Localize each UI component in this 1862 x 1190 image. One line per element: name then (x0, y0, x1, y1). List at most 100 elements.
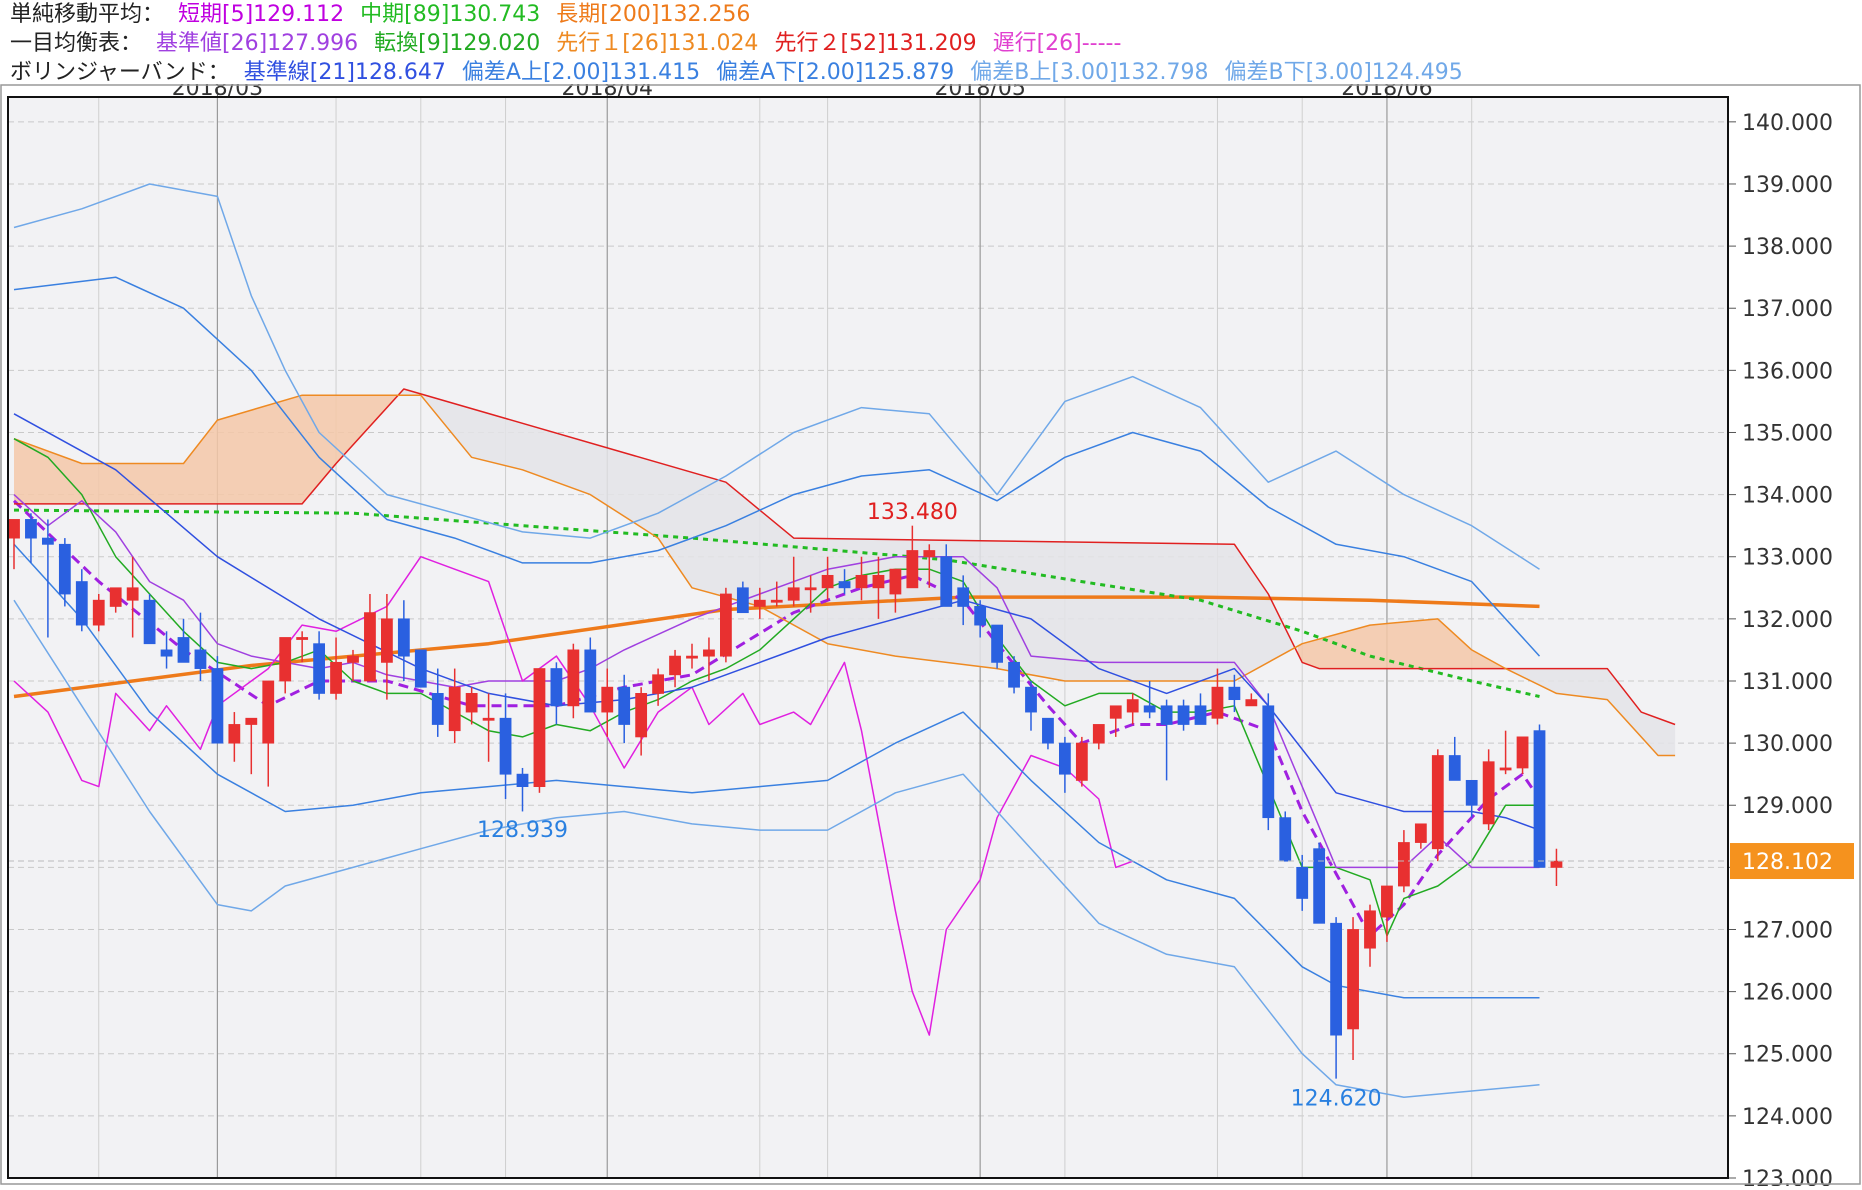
legend-item: 偏差B下[3.00]124.495 (1224, 60, 1463, 85)
candle-body (618, 686, 631, 725)
candle-body (635, 693, 648, 738)
candle-body (431, 693, 444, 725)
legend-item: 偏差A上[2.00]131.415 (461, 60, 701, 85)
candle-body (787, 587, 800, 601)
candle-body (1177, 705, 1190, 725)
current-price-label: 128.102 (1742, 850, 1833, 875)
candle-body (1042, 717, 1054, 744)
price-annotation: 133.480 (867, 500, 958, 525)
y-tick-label: 131.000 (1742, 670, 1833, 695)
legend-item: 基準値[26]127.996 (156, 31, 359, 56)
candle-body (1262, 705, 1275, 819)
candle-body (1431, 755, 1444, 850)
candle-body (804, 587, 817, 591)
candle-body (58, 543, 71, 595)
candle-body (838, 581, 851, 589)
candle-body (211, 668, 224, 744)
y-tick-label: 137.000 (1742, 297, 1833, 322)
legend-heading: 単純移動平均： (10, 2, 165, 27)
candle-body (92, 599, 105, 626)
candle-body (109, 587, 122, 607)
candle-body (686, 655, 698, 659)
candle-body (25, 519, 37, 539)
x-tick-label: 2018/03 (172, 84, 263, 101)
candle-body (1160, 705, 1173, 725)
candle-body (1448, 755, 1461, 781)
x-tick-label: 2018/05 (934, 84, 1025, 101)
candle-body (1533, 730, 1546, 868)
y-tick-label: 123.000 (1742, 1167, 1833, 1186)
y-tick-label: 139.000 (1742, 173, 1833, 198)
candle-body (347, 655, 359, 663)
candle-body (1075, 742, 1088, 781)
candle-body (465, 693, 478, 713)
current-price-badge (1730, 843, 1854, 880)
legend-item: 中期[89]130.743 (360, 2, 541, 27)
candle-body (736, 587, 749, 614)
candle-body (313, 643, 326, 694)
candle-body (770, 599, 783, 603)
chart-area: 123.000124.000125.000126.000127.000128.0… (0, 76, 1862, 1190)
y-tick-label: 132.000 (1742, 608, 1833, 633)
candle-body (1516, 736, 1529, 769)
candle-body (703, 649, 715, 657)
price-annotation: 128.939 (477, 818, 568, 843)
y-tick-label: 125.000 (1742, 1043, 1833, 1068)
legend-item: 転換[9]129.020 (374, 31, 541, 56)
candle-body (380, 618, 393, 663)
candle-body (262, 680, 275, 744)
y-tick-label: 124.000 (1742, 1105, 1833, 1130)
candle-body (1194, 705, 1207, 725)
y-tick-label: 140.000 (1742, 111, 1833, 136)
candle-body (753, 599, 766, 607)
ichimoku-cloud (399, 388, 1298, 681)
x-tick-label: 2018/04 (562, 84, 653, 101)
candle-body (1109, 705, 1122, 719)
candlestick-chart: 123.000124.000125.000126.000127.000128.0… (0, 76, 1861, 1190)
candle-body (652, 674, 664, 694)
candle-body (872, 574, 885, 589)
legend-row-ichimoku: 一目均衡表： 基準値[26]127.996 転換[9]129.020 先行１[26]1… (10, 29, 1850, 58)
candle-body (160, 649, 173, 657)
x-tick-label: 2018/06 (1341, 84, 1432, 101)
candle-body (1279, 817, 1292, 862)
ichimoku-cloud (14, 393, 400, 504)
legend-heading: ボリンジャーバンド： (10, 60, 230, 85)
legend-item: 先行２[52]131.209 (774, 31, 977, 56)
indicator-line (13, 183, 1540, 570)
candle-body (940, 556, 953, 607)
y-tick-label: 138.000 (1742, 235, 1833, 260)
candle-body (567, 649, 580, 707)
candle-body (720, 593, 732, 657)
candle-body (889, 568, 902, 595)
candle-body (397, 618, 410, 657)
legend-item: 長期[200]132.256 (556, 2, 751, 27)
candle-body (516, 773, 529, 788)
candle-body (1059, 742, 1071, 775)
candle-body (1364, 910, 1376, 949)
y-tick-label: 129.000 (1742, 794, 1833, 819)
outer-frame (0, 84, 1861, 1185)
candle-body (414, 649, 427, 688)
candle-body (601, 686, 614, 713)
legend-item: 遅行[26]----- (992, 31, 1122, 56)
candle-body (177, 637, 190, 663)
candle-body (1550, 860, 1563, 868)
candle-body (1126, 699, 1139, 713)
candle-body (279, 637, 292, 682)
plot-frame (7, 96, 1729, 1179)
legend-row-bollinger: ボリンジャーバンド： 基準線[21]128.647 偏差A上[2.00]131.41… (10, 58, 1850, 87)
candle-body (482, 717, 495, 721)
chart-legend: 単純移動平均： 短期[5]129.112 中期[89]130.743 長期[200]1… (10, 0, 1850, 87)
y-tick-label: 135.000 (1742, 421, 1833, 446)
price-annotation: 124.620 (1291, 1086, 1382, 1111)
legend-item: 先行１[26]131.024 (556, 31, 759, 56)
candle-body (1398, 842, 1410, 887)
candle-body (1482, 761, 1495, 825)
candle-body (957, 587, 970, 607)
y-axis-background (1729, 97, 1858, 1178)
legend-item: 偏差A下[2.00]125.879 (716, 60, 955, 85)
indicator-line (13, 599, 1540, 1098)
candle-body (821, 574, 834, 589)
y-tick-label: 130.000 (1742, 732, 1833, 757)
